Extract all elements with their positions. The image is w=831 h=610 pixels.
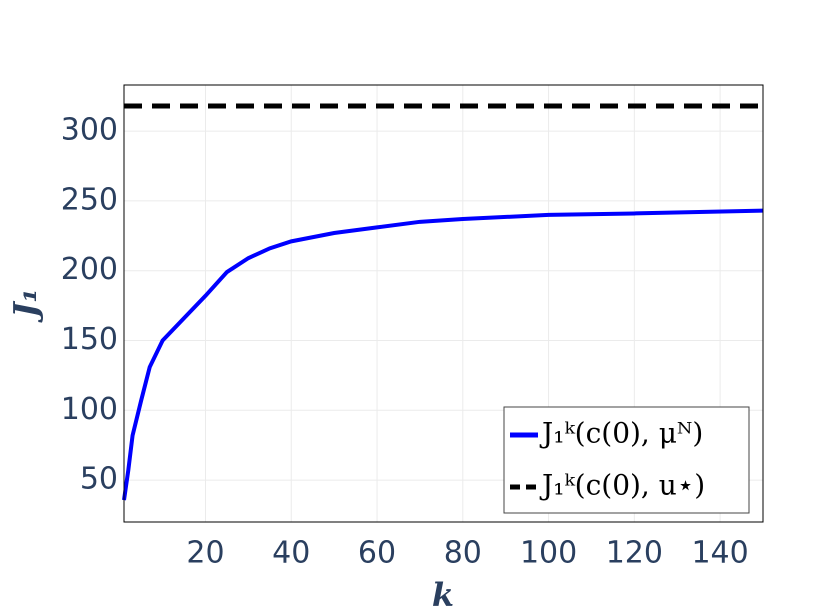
y-tick-label: 200 — [61, 252, 118, 287]
y-axis-title: J₁ — [7, 288, 45, 323]
x-axis-title: k — [432, 576, 454, 610]
plot-frame — [123, 84, 764, 523]
legend-label: J₁ᵏ(c(0), μᴺ) — [539, 417, 703, 450]
line-series — [122, 208, 764, 501]
x-tick-label: 120 — [606, 536, 663, 571]
x-tick-label: 60 — [358, 536, 396, 571]
x-tick-label: 40 — [272, 536, 310, 571]
x-tick-label: 100 — [520, 536, 577, 571]
y-tick-label: 150 — [61, 322, 118, 357]
y-tick-label: 300 — [61, 113, 118, 148]
y-tick-label: 100 — [61, 392, 118, 427]
x-tick-label: 20 — [186, 536, 224, 571]
x-tick-label: 140 — [691, 536, 748, 571]
y-tick-label: 250 — [61, 182, 118, 217]
legend-label: J₁ᵏ(c(0), u⋆) — [539, 469, 705, 502]
y-tick-label: 50 — [80, 462, 118, 497]
legend-box — [503, 406, 750, 514]
x-tick-label: 80 — [444, 536, 482, 571]
